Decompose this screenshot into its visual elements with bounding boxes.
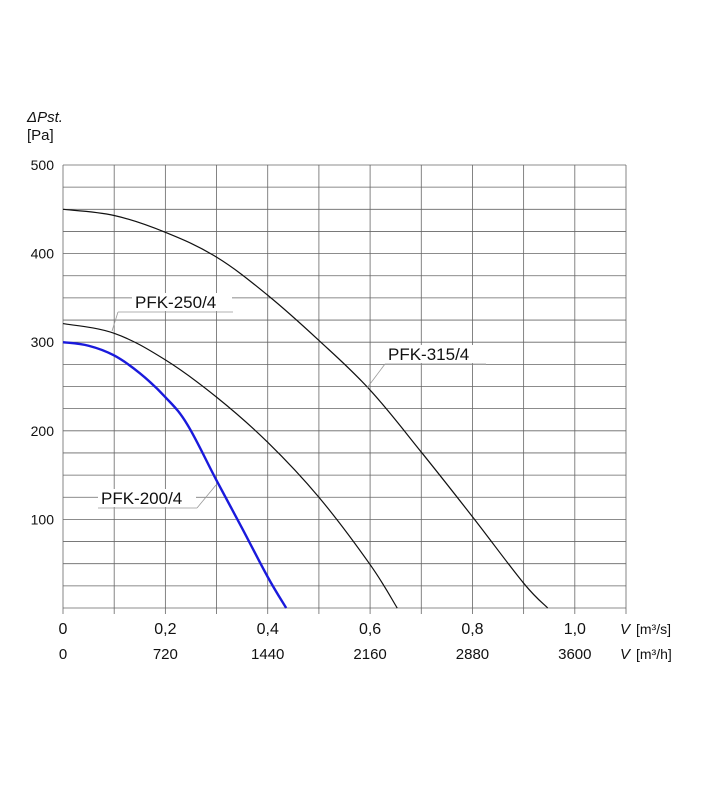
label-pfk-250-4-leader bbox=[111, 311, 119, 332]
x-tick-label-m3s: 1,0 bbox=[564, 621, 586, 638]
x-tick-label-m3h: 0 bbox=[59, 646, 67, 663]
y-axis-symbol: ΔPst. bbox=[26, 109, 63, 126]
x-tick-label-m3s: 0 bbox=[59, 621, 68, 638]
label-pfk-200-4: PFK-200/4 bbox=[101, 489, 182, 508]
x-tick-label-m3s: 0,2 bbox=[154, 621, 176, 638]
y-tick-label: 400 bbox=[31, 246, 55, 262]
grid bbox=[62, 164, 627, 614]
curves bbox=[62, 208, 549, 609]
x-tick-label-m3s: 0,4 bbox=[257, 621, 279, 638]
y-tick-label: 500 bbox=[31, 157, 55, 173]
label-pfk-250-4: PFK-250/4 bbox=[135, 293, 216, 312]
x-tick-label-m3h: 2880 bbox=[456, 646, 489, 663]
tick-labels: 100 200 300 400 500 0 0 0,2 720 0,4 1440 0,6 2160 0,8… bbox=[31, 157, 592, 663]
label-pfk-250-4-bg bbox=[132, 293, 232, 311]
x-axis-symbol-primary: V bbox=[620, 621, 632, 638]
x-tick-label-m3h: 3600 bbox=[558, 646, 591, 663]
curve-pfk-315-4 bbox=[62, 208, 549, 609]
label-pfk-315-4-bg bbox=[385, 345, 485, 363]
y-axis-unit: [Pa] bbox=[27, 127, 54, 144]
x-tick-label-m3h: 720 bbox=[153, 646, 178, 663]
series-labels: PFK-250/4 PFK-315/4 PFK-200/4 bbox=[98, 293, 486, 509]
x-axis-symbol-secondary: V bbox=[620, 646, 632, 663]
curve-pfk-250-4 bbox=[62, 323, 398, 609]
label-pfk-200-4-leader bbox=[196, 484, 217, 509]
x-tick-label-m3s: 0,8 bbox=[461, 621, 483, 638]
label-pfk-315-4-leader bbox=[366, 363, 386, 389]
label-pfk-315-4: PFK-315/4 bbox=[388, 345, 469, 364]
x-axis-unit-secondary: [m³/h] bbox=[636, 646, 672, 662]
curve-pfk-200-4 bbox=[62, 341, 288, 609]
x-axis-unit-primary: [m³/s] bbox=[636, 621, 671, 637]
y-tick-label: 200 bbox=[31, 423, 55, 439]
y-tick-label: 100 bbox=[31, 511, 55, 527]
x-tick-label-m3h: 1440 bbox=[251, 646, 284, 663]
x-tick-label-m3s: 0,6 bbox=[359, 621, 381, 638]
x-tick-label-m3h: 2160 bbox=[353, 646, 386, 663]
label-pfk-200-4-bg bbox=[98, 489, 196, 507]
y-tick-label: 300 bbox=[31, 334, 55, 350]
